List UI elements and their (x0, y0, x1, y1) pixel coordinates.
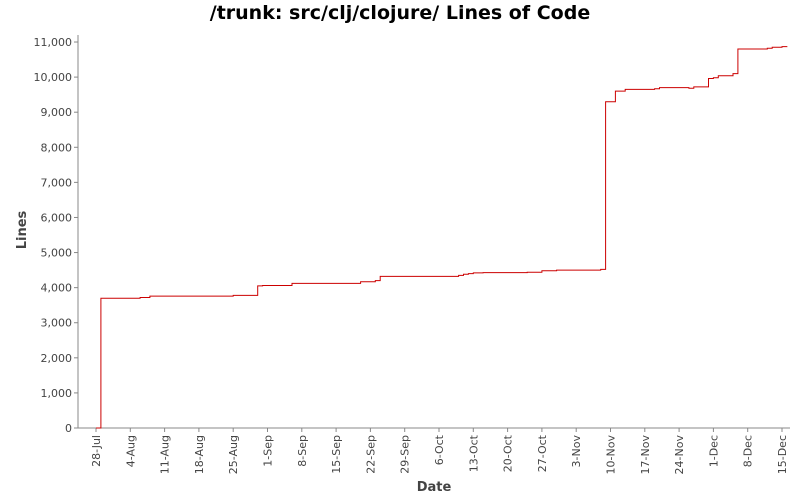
y-tick-label: 10,000 (34, 71, 73, 84)
x-tick-label: 11-Aug (159, 435, 172, 474)
y-tick-label: 3,000 (41, 317, 73, 330)
y-tick-label: 1,000 (41, 387, 73, 400)
x-tick-label: 1-Dec (707, 435, 720, 467)
y-tick-label: 4,000 (41, 282, 73, 295)
y-tick-label: 2,000 (41, 352, 73, 365)
x-tick-label: 24-Nov (673, 435, 686, 475)
x-ticks: 28-Jul 4-Aug 11-Aug 18-Aug 25-Aug 1-Sep 8-Sep 1… (90, 428, 789, 474)
x-tick-label: 17-Nov (639, 435, 652, 475)
x-axis-title: Date (417, 480, 452, 495)
x-tick-label: 15-Sep (330, 435, 343, 474)
y-tick-label: 7,000 (41, 176, 73, 189)
y-tick-label: 0 (65, 422, 72, 435)
y-ticks: 0 1,000 2,000 3,000 4,000 5,000 6,000 7,000 8,00… (34, 36, 78, 435)
x-tick-label: 13-Oct (467, 434, 480, 472)
x-tick-label: 3-Nov (570, 435, 583, 468)
x-tick-label: 25-Aug (227, 435, 240, 474)
y-tick-label: 9,000 (41, 106, 73, 119)
lines-of-code-line (96, 46, 788, 429)
x-tick-label: 18-Aug (193, 435, 206, 474)
x-tick-label: 1-Sep (262, 435, 275, 467)
x-tick-label: 28-Jul (90, 435, 103, 467)
y-tick-label: 8,000 (41, 141, 73, 154)
x-tick-label: 29-Sep (399, 435, 412, 474)
y-tick-label: 6,000 (41, 211, 73, 224)
x-tick-label: 8-Dec (742, 435, 755, 467)
axes (77, 35, 790, 429)
x-tick-label: 10-Nov (605, 435, 618, 475)
x-tick-label: 20-Oct (502, 434, 515, 472)
x-tick-label: 15-Dec (776, 435, 789, 474)
x-tick-label: 22-Sep (364, 435, 377, 474)
x-tick-label: 27-Oct (536, 434, 549, 472)
y-tick-label: 11,000 (34, 36, 73, 49)
chart-title: /trunk: src/clj/clojure/ Lines of Code (209, 2, 591, 24)
x-tick-label: 4-Aug (124, 435, 137, 467)
x-tick-label: 6-Oct (433, 434, 446, 465)
y-axis-title: Lines (15, 210, 30, 249)
y-tick-label: 5,000 (41, 247, 73, 260)
x-tick-label: 8-Sep (296, 435, 309, 467)
